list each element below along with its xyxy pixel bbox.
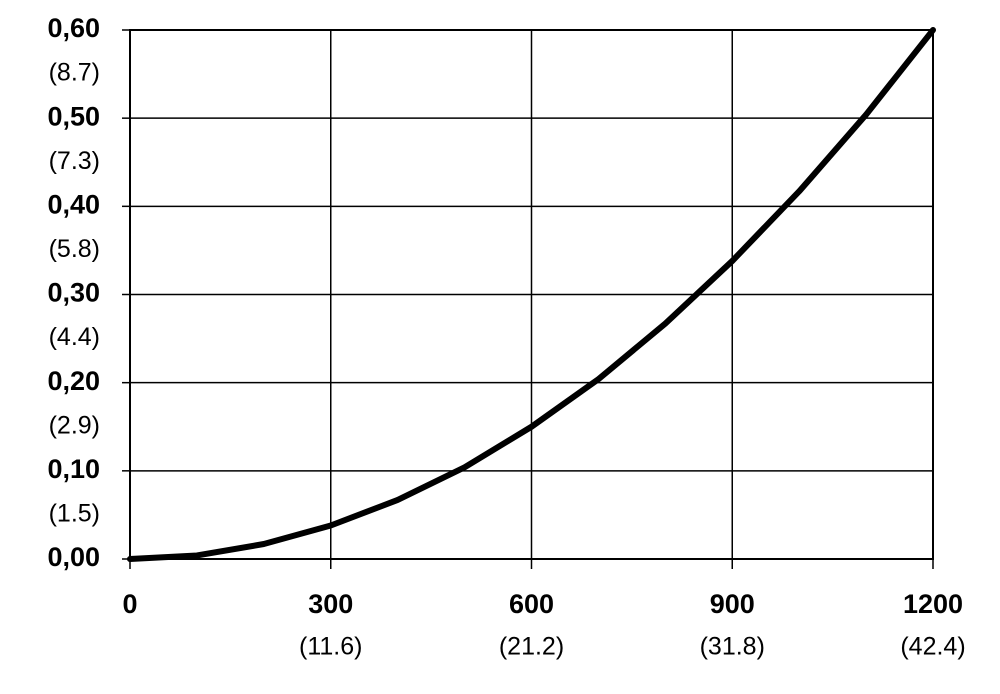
y-tick-label: 0,60 (47, 13, 100, 43)
x-tick-label: 600 (509, 589, 554, 619)
y-tick-sublabel: (7.3) (49, 147, 100, 175)
y-tick-label: 0,20 (47, 366, 100, 396)
x-tick-sublabel: (11.6) (299, 633, 362, 661)
y-tick-label: 0,40 (47, 189, 100, 219)
y-tick-label: 0,30 (47, 278, 100, 308)
y-tick-label: 0,00 (47, 542, 100, 572)
y-tick-sublabel: (4.4) (49, 323, 100, 351)
x-tick-label: 0 (122, 589, 137, 619)
x-tick-sublabel: (42.4) (900, 633, 965, 661)
y-tick-sublabel: (5.8) (49, 235, 100, 263)
x-tick-label: 300 (308, 589, 353, 619)
x-tick-label: 900 (710, 589, 755, 619)
y-tick-sublabel: (2.9) (49, 411, 100, 439)
x-tick-label: 1200 (903, 589, 963, 619)
y-tick-sublabel: (8.7) (49, 59, 100, 87)
y-tick-label: 0,50 (47, 101, 100, 131)
data-line (127, 27, 936, 562)
x-tick-sublabel: (21.2) (499, 633, 564, 661)
y-tick-sublabel: (1.5) (49, 499, 100, 527)
y-tick-label: 0,10 (47, 454, 100, 484)
plot-frame (129, 29, 934, 560)
x-tick-sublabel: (31.8) (700, 633, 765, 661)
